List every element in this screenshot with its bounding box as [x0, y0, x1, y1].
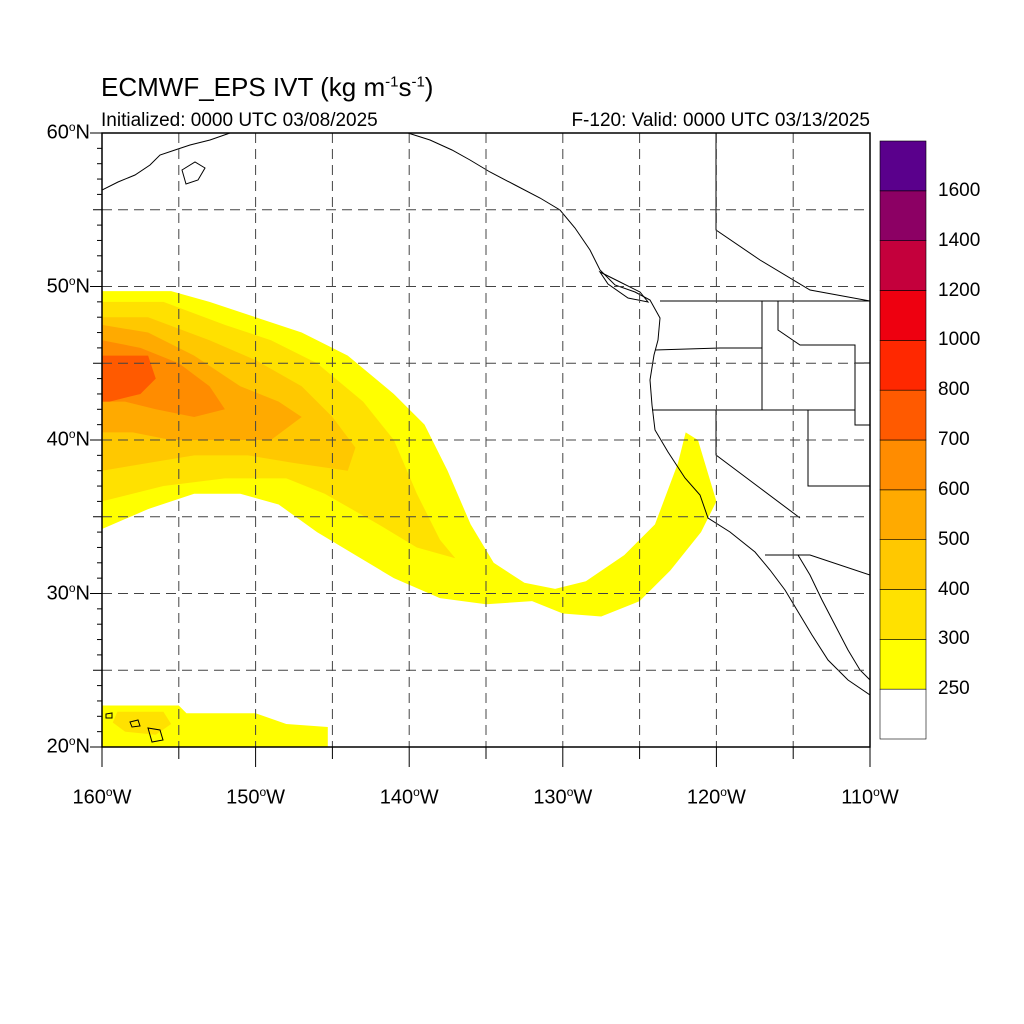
colorbar-label: 250 [938, 678, 970, 700]
colorbar [879, 140, 927, 740]
title-text: ECMWF_EPS IVT (kg m [101, 72, 386, 102]
colorbar-label: 1000 [938, 329, 981, 351]
lat-label: 30oN [46, 580, 90, 605]
title-exponent-1: -1 [385, 73, 399, 91]
hawaii-maui [129, 719, 141, 728]
lon-label: 130oW [533, 785, 593, 809]
colorbar-swatch [879, 439, 927, 491]
coastlines-layer [102, 133, 870, 743]
colorbar-label: 700 [938, 429, 970, 450]
colorbar-label: 500 [938, 528, 970, 550]
lat-label: 50oN [46, 273, 90, 298]
valid-time-label: F-120: Valid: 0000 UTC 03/13/2025 [571, 110, 870, 131]
colorbar-swatch [879, 190, 927, 241]
hawaii-kauai [105, 712, 113, 719]
colorbar-swatch [879, 489, 927, 540]
us-mexico-border [765, 554, 870, 576]
colorbar-label: 600 [938, 478, 970, 500]
colorbar-label: 1600 [938, 179, 981, 201]
colorbar-label: 1400 [938, 229, 981, 251]
chart-title: ECMWF_EPS IVT (kg m-1s-1) [101, 72, 433, 103]
colorbar-swatch [879, 240, 927, 291]
axis-ticks [90, 132, 871, 767]
wyoming-border [854, 363, 870, 426]
colorbar-swatch [879, 290, 927, 341]
baja-coastline [797, 554, 870, 681]
montana-border [777, 301, 870, 364]
lon-label: 150oW [226, 785, 286, 809]
kodiak-island [181, 161, 206, 185]
graticule-grid [102, 133, 870, 747]
colorbar-swatch [879, 688, 927, 740]
colorbar-swatch [879, 140, 927, 192]
lat-label: 20oN [46, 734, 90, 758]
alaska-coastline [102, 133, 231, 191]
north-america-coastline [407, 133, 870, 696]
lon-label: 140oW [379, 785, 439, 809]
nevada-utah-border [807, 410, 870, 487]
colorbar-swatch [879, 639, 927, 690]
colorbar-swatch [879, 340, 927, 391]
lat-label: 40oN [46, 427, 90, 451]
hawaii-big-island [147, 727, 164, 743]
colorbar-swatch [879, 389, 927, 441]
initialized-label: Initialized: 0000 UTC 03/08/2025 [101, 110, 378, 131]
colorbar-label: 1200 [938, 279, 981, 301]
vancouver-island [598, 270, 650, 303]
title-exponent-2: -1 [411, 73, 425, 91]
lat-label: 60oN [46, 120, 90, 144]
california-nevada-border [715, 410, 801, 519]
colorbar-label: 800 [938, 379, 970, 401]
colorbar-swatch [879, 539, 927, 590]
colorbar-label: 300 [938, 628, 970, 650]
washington-oregon-border [654, 347, 762, 351]
colorbar-label: 400 [938, 578, 970, 600]
ivt-region-700-5 [102, 355, 156, 402]
title-close-paren: ) [424, 72, 434, 102]
lon-label: 120oW [686, 785, 746, 809]
lon-label: 160oW [72, 785, 132, 809]
title-unit-s: s [398, 72, 412, 102]
lon-label: 110oW [841, 785, 899, 809]
colorbar-swatch [879, 589, 927, 640]
